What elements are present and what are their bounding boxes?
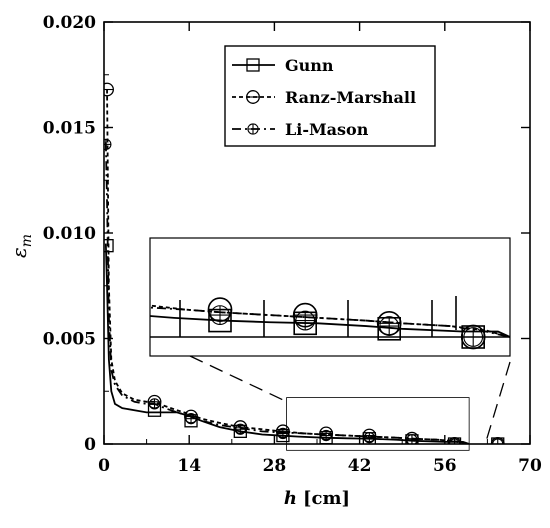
y-axis-symbol: ε [7, 247, 31, 258]
data-point-li-mason [406, 434, 418, 444]
x-axis-unit: [cm] [303, 488, 350, 509]
y-axis-subscript: m [19, 234, 35, 247]
plot-frame [103, 21, 531, 445]
legend: Gunn Ranz-Marshall Li-Mason [224, 45, 436, 147]
data-point-li-mason [185, 413, 197, 425]
inset-point-li-mason [210, 305, 230, 326]
series-line-gunn [104, 243, 470, 444]
zoom-connector-right [484, 361, 511, 445]
data-point-li-mason [535, 439, 545, 449]
data-point-gunn [534, 438, 546, 450]
series-layer [104, 82, 547, 451]
tick-labels: 0 14 28 42 56 70 0 0.005 0.010 0.015 0.020 [43, 13, 542, 476]
legend-marker-gunn [246, 58, 260, 72]
x-tick-label: 14 [177, 456, 201, 476]
inset-point-li-mason [463, 327, 484, 347]
legend-entry-gunn: Gunn [232, 56, 334, 75]
legend-label-li-mason: Li-Mason [285, 120, 369, 139]
y-tick-label: 0.010 [43, 224, 96, 244]
x-axis-title: h [cm] [284, 488, 350, 509]
data-point-li-mason [234, 423, 246, 435]
y-tick-label: 0.015 [43, 119, 96, 139]
y-tick-label: 0.005 [43, 330, 96, 350]
x-tick-label: 28 [263, 456, 287, 476]
series-line-li-mason [104, 142, 470, 444]
x-tick-label: 42 [348, 456, 372, 476]
data-point-ranz-marshall [104, 82, 114, 97]
x-tick-label: 0 [98, 456, 110, 476]
data-point-li-mason [148, 398, 161, 410]
y-tick-label: 0.020 [43, 13, 96, 33]
legend-label-ranz-marshall: Ranz-Marshall [285, 88, 416, 107]
legend-marker-li-mason [247, 123, 259, 135]
inset-point-li-mason [379, 316, 400, 336]
x-axis-symbol: h [284, 488, 297, 509]
y-tick-label: 0 [84, 435, 96, 455]
zoom-connector-left [189, 355, 287, 403]
legend-label-gunn: Gunn [285, 56, 334, 75]
series-line-ranz-marshall [106, 89, 470, 444]
inset-point-li-mason [295, 310, 316, 331]
data-point-li-mason [320, 429, 332, 442]
legend-entry-ranz-marshall: Ranz-Marshall [232, 88, 416, 107]
x-tick-label: 56 [433, 456, 457, 476]
inset-series-layer [150, 297, 510, 350]
legend-marker-ranz-marshall [246, 90, 260, 104]
data-point-ranz-marshall [534, 438, 547, 451]
y-axis-title: εm [7, 234, 35, 258]
x-tick-label: 70 [518, 456, 542, 476]
data-point-li-mason [104, 138, 112, 151]
data-point-li-mason [363, 432, 375, 444]
zoom-inset [149, 237, 511, 357]
data-point-ranz-marshall [447, 437, 462, 444]
legend-entry-li-mason: Li-Mason [232, 120, 369, 139]
data-point-ranz-marshall [490, 437, 505, 444]
zoom-region-box [286, 397, 470, 451]
